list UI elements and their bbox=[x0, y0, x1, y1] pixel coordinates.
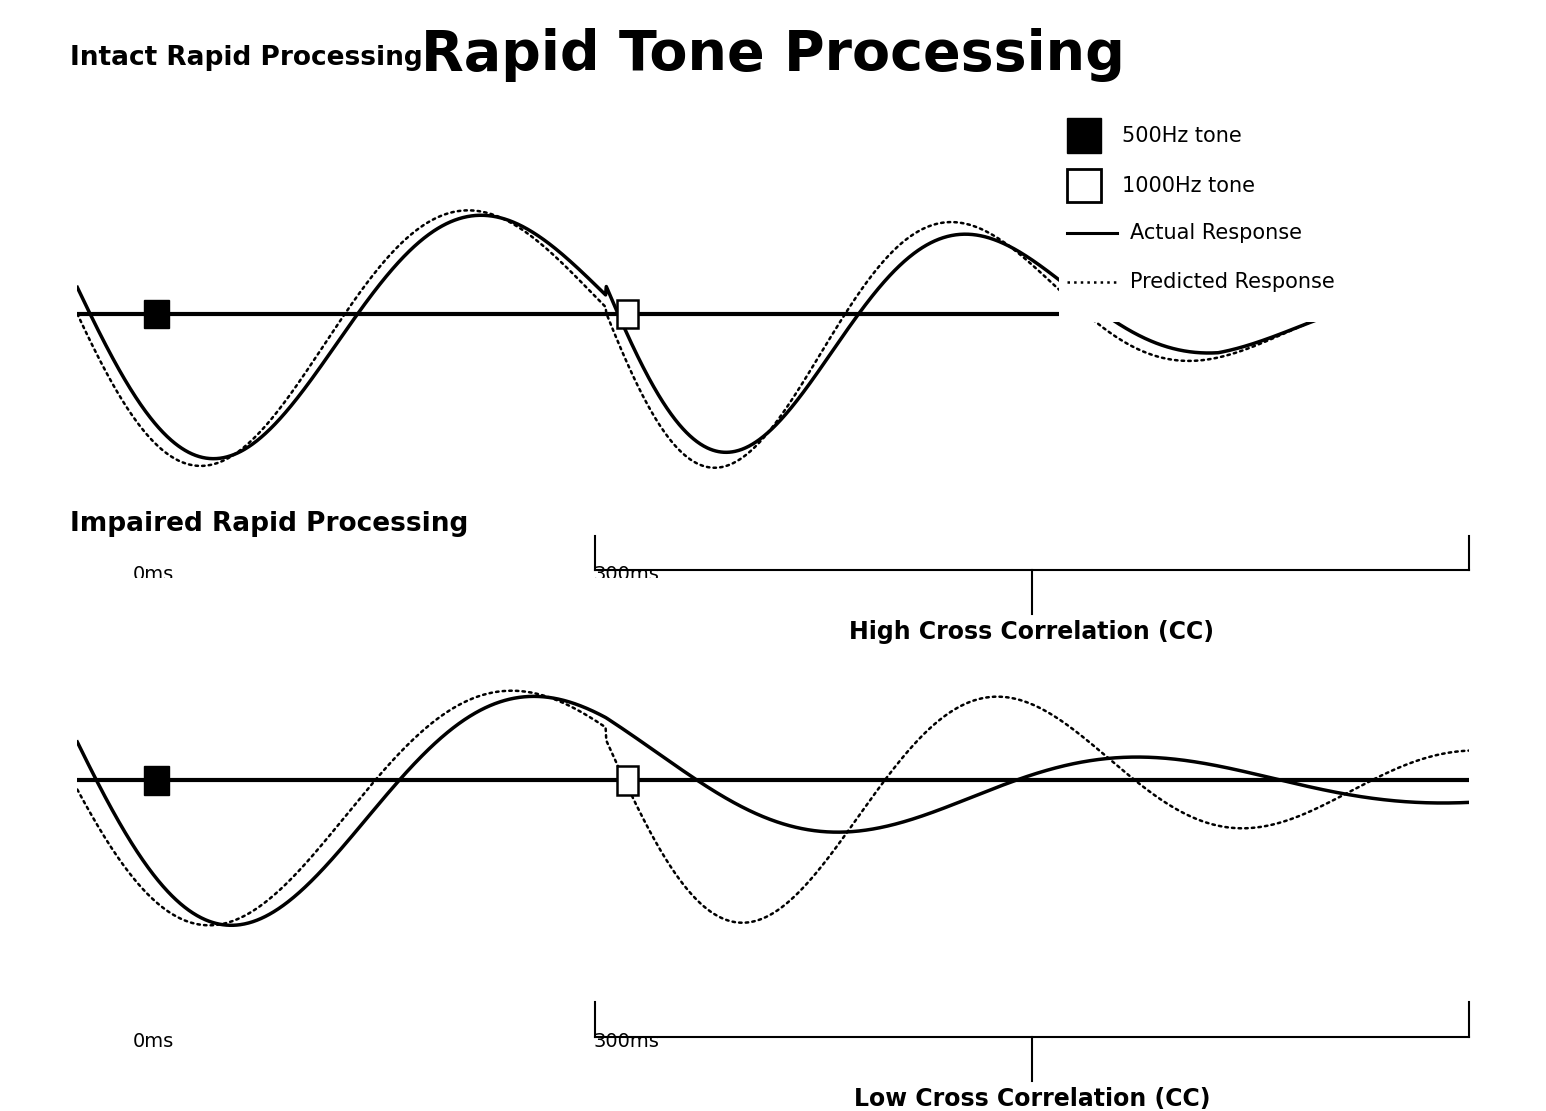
Text: 300ms: 300ms bbox=[594, 1032, 660, 1051]
Text: 0ms: 0ms bbox=[133, 1032, 175, 1051]
Text: Intact Rapid Processing: Intact Rapid Processing bbox=[71, 44, 424, 70]
Text: 0ms: 0ms bbox=[133, 565, 175, 584]
Bar bbox=[144, 767, 169, 794]
Text: High Cross Correlation (CC): High Cross Correlation (CC) bbox=[849, 620, 1215, 644]
Text: Predicted Response: Predicted Response bbox=[1130, 272, 1334, 292]
Text: 500Hz tone: 500Hz tone bbox=[1122, 126, 1241, 146]
Bar bbox=[1067, 169, 1101, 202]
Text: Low Cross Correlation (CC): Low Cross Correlation (CC) bbox=[853, 1087, 1211, 1111]
Bar bbox=[617, 767, 638, 794]
Bar bbox=[144, 300, 169, 328]
Text: 300ms: 300ms bbox=[594, 565, 660, 584]
Text: Actual Response: Actual Response bbox=[1130, 223, 1302, 243]
Text: Rapid Tone Processing: Rapid Tone Processing bbox=[421, 28, 1125, 82]
Bar bbox=[1067, 118, 1101, 153]
Text: Impaired Rapid Processing: Impaired Rapid Processing bbox=[71, 511, 468, 538]
Bar bbox=[617, 300, 638, 328]
Text: 1000Hz tone: 1000Hz tone bbox=[1122, 176, 1255, 196]
